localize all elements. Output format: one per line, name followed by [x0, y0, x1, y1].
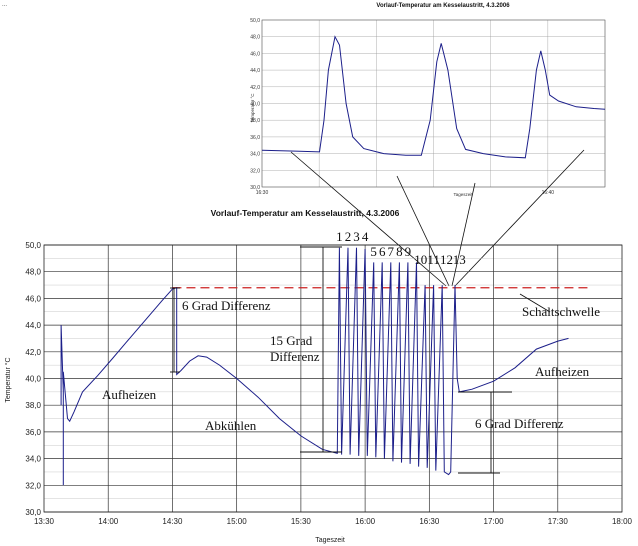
peak-label-8: 8 — [396, 244, 403, 259]
main-y-tick-label: 50,0 — [25, 241, 41, 250]
inset-y-tick-label: 38,0 — [250, 118, 260, 124]
connector-line — [451, 182, 476, 287]
connector-line — [396, 175, 450, 287]
annotation-15-grad: 15 Grad Differenz — [270, 333, 320, 364]
main-series-line — [60, 247, 569, 486]
annotation-6-grad-differenz-bottom: 6 Grad Differenz — [475, 416, 564, 431]
inset-y-tick-label: 42,0 — [250, 85, 260, 91]
main-y-tick-label: 30,0 — [25, 508, 41, 517]
main-x-tick-label: 15:30 — [291, 517, 312, 526]
inset-y-tick-label: 46,0 — [250, 51, 260, 57]
peak-label-12: 12 — [440, 252, 453, 267]
inset-x-tick-label: 16:30 — [256, 190, 269, 196]
peak-label-11: 11 — [427, 252, 440, 267]
annotation-abkuehlen: Abkühlen — [205, 418, 257, 433]
annotation-aufheizen-right: Aufheizen — [535, 364, 590, 379]
annotation-15-grad-line2: Differenz — [270, 349, 320, 364]
main-y-tick-label: 36,0 — [25, 428, 41, 437]
main-chart: Vorlauf-Temperatur am Kesselaustritt, 4.… — [4, 208, 633, 544]
main-y-tick-label: 40,0 — [25, 375, 41, 384]
peak-label-7: 7 — [388, 244, 395, 259]
inset-series-line — [261, 35, 606, 159]
inset-y-tick-label: 44,0 — [250, 68, 260, 74]
main-y-ticks: 30,0 32,0 34,0 36,0 38,0 40,0 42,0 44,0 46,0 48,0… — [25, 241, 41, 517]
inset-y-tick-label: 34,0 — [250, 152, 260, 158]
peak-label-3: 3 — [353, 229, 360, 244]
inset-y-tick-label: 30,0 — [250, 185, 260, 191]
connector-lines — [290, 149, 585, 287]
peak-label-5: 5 — [370, 244, 377, 259]
main-x-tick-label: 17:30 — [548, 517, 569, 526]
main-y-axis-label: Temperatur °C — [4, 357, 12, 402]
main-y-tick-label: 34,0 — [25, 455, 41, 464]
main-y-tick-label: 32,0 — [25, 481, 41, 490]
main-x-tick-label: 16:30 — [419, 517, 440, 526]
main-y-tick-label: 38,0 — [25, 401, 41, 410]
annotation-schaltschwelle: Schaltschwelle — [522, 304, 600, 319]
annotation-15-grad-line1: 15 Grad — [270, 333, 313, 348]
main-y-tick-label: 44,0 — [25, 321, 41, 330]
annotation-6-grad-differenz-top: 6 Grad Differenz — [182, 298, 271, 313]
inset-x-tick-label: 16:40 — [542, 190, 555, 196]
peak-label-6: 6 — [379, 244, 386, 259]
annotation-brackets — [170, 246, 551, 474]
schaltschwelle-pointer — [519, 293, 551, 313]
inset-gridlines — [261, 19, 606, 188]
peak-labels: 1 2 3 45 6 7 8 910 11 12 13 — [336, 229, 466, 267]
main-plot-frame — [43, 244, 623, 513]
inset-y-axis-label: Temperatur °C — [250, 93, 255, 123]
inset-plot-frame — [261, 19, 606, 188]
main-y-tick-label: 48,0 — [25, 268, 41, 277]
corner-text: ... — [2, 2, 7, 8]
main-x-tick-label: 16:00 — [355, 517, 376, 526]
main-chart-title: Vorlauf-Temperatur am Kesselaustritt, 4.… — [211, 208, 400, 218]
connector-line — [454, 149, 585, 287]
inset-y-ticks: 30,0 32,0 34,0 36,0 38,0 40,0 42,0 44,0 46,0 48,0… — [250, 18, 260, 191]
inset-y-tick-label: 36,0 — [250, 135, 260, 141]
inset-y-tick-label: 50,0 — [250, 18, 260, 24]
main-x-tick-label: 18:00 — [612, 517, 633, 526]
peak-label-2: 2 — [345, 229, 352, 244]
main-y-tick-label: 46,0 — [25, 294, 41, 303]
inset-x-axis-label: Tageszeit — [453, 192, 473, 197]
peak-label-10: 10 — [414, 252, 427, 267]
connector-line — [290, 151, 447, 287]
inset-x-ticks: 16:30 16:40 — [256, 190, 555, 196]
main-x-tick-label: 14:00 — [98, 517, 119, 526]
peak-label-9: 9 — [405, 244, 412, 259]
inset-y-tick-label: 32,0 — [250, 168, 260, 174]
inset-chart: Vorlauf-Temperatur am Kesselaustritt, 4.… — [250, 3, 606, 197]
peak-label-13: 13 — [453, 252, 466, 267]
main-x-tick-label: 14:30 — [162, 517, 183, 526]
annotation-aufheizen-left: Aufheizen — [102, 387, 157, 402]
inset-y-tick-label: 40,0 — [250, 102, 260, 108]
main-y-tick-label: 42,0 — [25, 348, 41, 357]
main-x-tick-label: 13:30 — [34, 517, 55, 526]
main-x-axis-label: Tageszeit — [315, 537, 345, 544]
peak-label-1: 1 — [336, 229, 343, 244]
inset-chart-title: Vorlauf-Temperatur am Kesselaustritt, 4.… — [376, 3, 510, 9]
main-x-tick-label: 17:00 — [484, 517, 505, 526]
peak-label-4: 4 — [362, 229, 369, 244]
main-x-ticks: 13:30 14:00 14:30 15:00 15:30 16:00 16:30 17:00… — [34, 517, 633, 526]
main-x-tick-label: 15:00 — [227, 517, 248, 526]
inset-y-tick-label: 48,0 — [250, 35, 260, 41]
